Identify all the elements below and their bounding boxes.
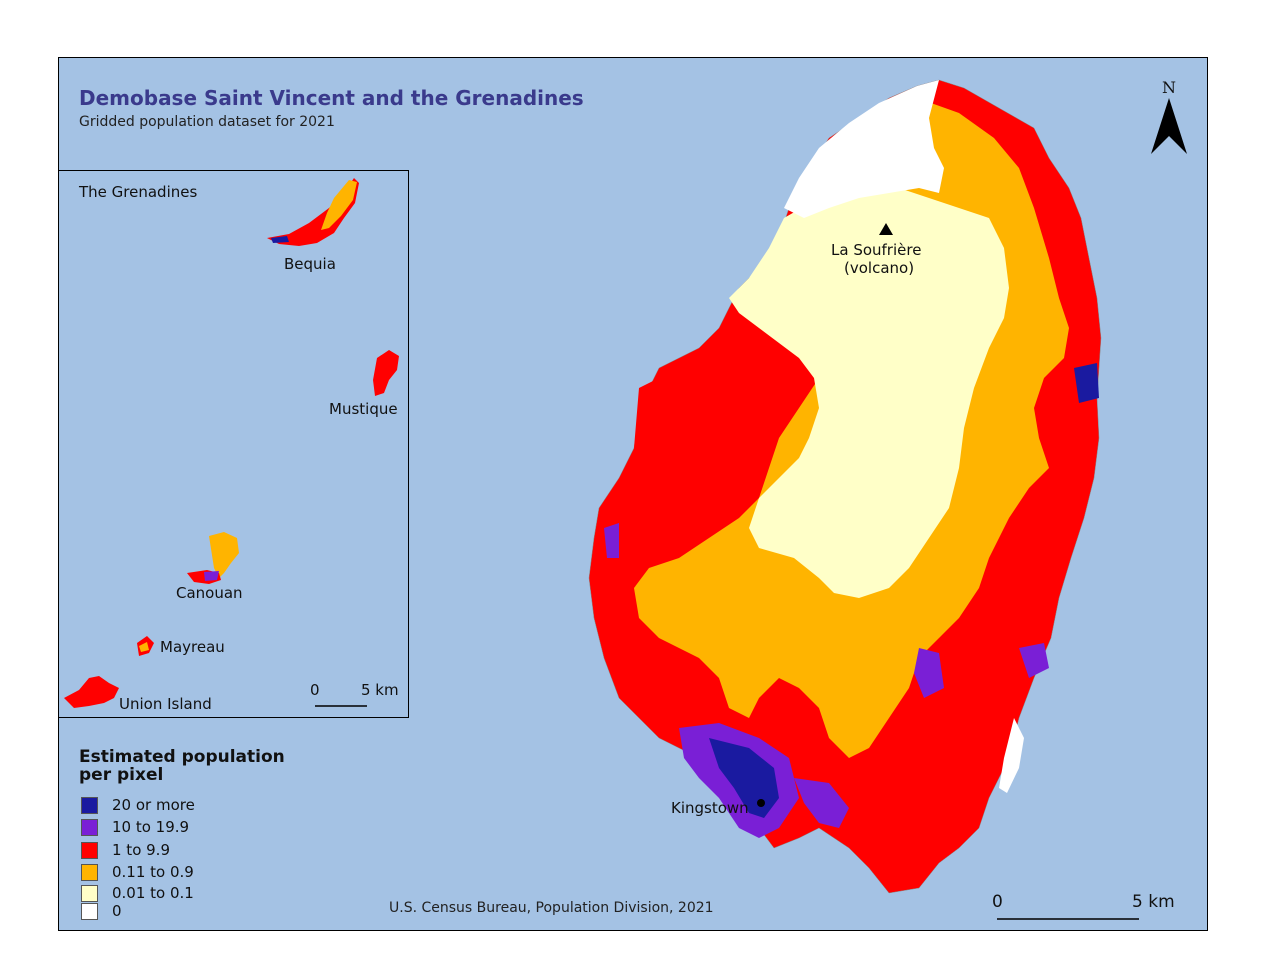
legend-label: 0.11 to 0.9 — [112, 863, 194, 881]
main-purple-w — [604, 523, 619, 558]
legend-label: 10 to 19.9 — [112, 818, 190, 836]
mustique-shape — [373, 350, 399, 396]
inset-map: The Grenadines — [59, 170, 409, 718]
main-blue-sw — [709, 738, 779, 818]
main-zero-zone — [784, 80, 944, 218]
canouan-purple — [204, 571, 219, 581]
label-bequia: Bequia — [284, 255, 336, 273]
kingstown-marker — [757, 799, 765, 807]
mayreau-orange — [139, 642, 149, 652]
volcano-marker — [879, 223, 893, 235]
bequia-shape — [267, 178, 359, 246]
canouan-shape — [209, 532, 239, 578]
main-scale-end: 5 km — [1132, 892, 1175, 912]
label-volcano: La Soufrière — [831, 241, 922, 259]
legend-item: 0 — [81, 902, 122, 920]
label-mayreau: Mayreau — [160, 638, 225, 656]
legend-title-line1: Estimated population — [79, 747, 285, 767]
legend-item: 0.11 to 0.9 — [81, 863, 194, 881]
legend-label: 1 to 9.9 — [112, 841, 170, 859]
main-island — [588, 79, 1102, 894]
inset-title: The Grenadines — [79, 183, 198, 201]
bequia-orange — [321, 180, 357, 230]
map-title: Demobase Saint Vincent and the Grenadine… — [79, 86, 584, 110]
label-volcano-sub: (volcano) — [844, 259, 915, 277]
legend-swatch — [81, 902, 98, 920]
label-mustique: Mustique — [329, 400, 398, 418]
source-credit: U.S. Census Bureau, Population Division,… — [389, 900, 714, 916]
label-canouan: Canouan — [176, 584, 243, 602]
main-purple-e2 — [914, 648, 944, 698]
legend-label: 0 — [112, 902, 122, 920]
map-subtitle: Gridded population dataset for 2021 — [79, 114, 335, 130]
legend-swatch — [81, 841, 98, 859]
inset-scale-zero: 0 — [310, 681, 320, 699]
legend-label: 20 or more — [112, 796, 195, 814]
legend-label: 0.01 to 0.1 — [112, 884, 194, 902]
legend-item: 0.01 to 0.1 — [81, 884, 194, 902]
north-letter: N — [1162, 78, 1176, 97]
map-canvas — [59, 58, 1207, 930]
main-scale-zero: 0 — [992, 892, 1003, 912]
main-lightyellow-zone — [729, 188, 1009, 598]
legend-swatch — [81, 863, 98, 881]
main-purple-s — [794, 778, 849, 828]
north-label: N — [1154, 78, 1184, 97]
map-frame: Demobase Saint Vincent and the Grenadine… — [58, 57, 1208, 931]
label-kingstown: Kingstown — [671, 799, 749, 817]
legend-swatch — [81, 818, 98, 836]
bequia-blue — [271, 236, 289, 243]
main-purple-e — [1019, 643, 1049, 678]
legend-item: 1 to 9.9 — [81, 841, 170, 859]
label-union-island: Union Island — [119, 695, 212, 713]
legend-swatch — [81, 884, 98, 902]
inset-scale-end: 5 km — [361, 681, 399, 699]
inset-islands — [64, 178, 399, 708]
legend-title: Estimated population per pixel — [79, 748, 309, 784]
legend-item: 20 or more — [81, 796, 195, 814]
north-arrow-icon — [1151, 98, 1187, 154]
main-red-west — [634, 358, 759, 468]
legend-title-line2: per pixel — [79, 765, 164, 785]
legend-item: 10 to 19.9 — [81, 818, 189, 836]
main-zero-zone-se — [999, 718, 1024, 793]
legend-swatch — [81, 796, 98, 814]
main-blue-e — [1074, 363, 1099, 403]
union-shape — [64, 676, 119, 708]
